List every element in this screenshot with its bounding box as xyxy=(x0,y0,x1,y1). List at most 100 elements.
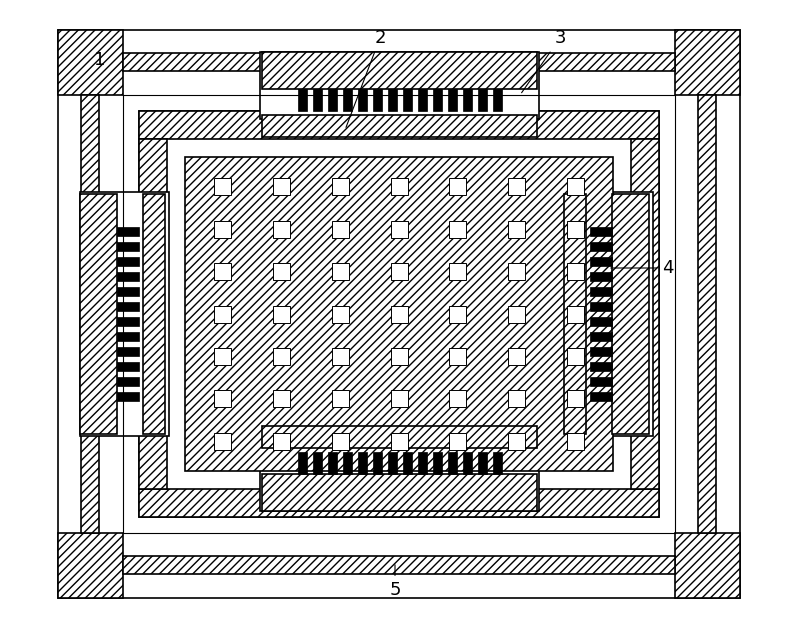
Bar xyxy=(508,221,525,238)
Bar xyxy=(450,305,466,322)
Text: 4: 4 xyxy=(610,259,674,277)
Bar xyxy=(493,452,502,474)
Bar xyxy=(273,178,290,195)
Bar xyxy=(327,89,337,111)
Bar xyxy=(698,95,716,533)
Bar xyxy=(123,556,675,574)
Bar xyxy=(508,391,525,408)
Bar xyxy=(214,263,231,280)
Bar xyxy=(313,89,322,111)
Bar xyxy=(590,287,612,296)
Bar xyxy=(478,89,486,111)
Bar xyxy=(373,89,382,111)
Bar xyxy=(478,452,486,474)
Bar xyxy=(390,348,407,365)
Bar xyxy=(390,221,407,238)
Bar xyxy=(508,263,525,280)
Bar xyxy=(139,111,659,517)
Bar xyxy=(143,194,165,434)
Bar xyxy=(117,302,139,311)
Bar xyxy=(260,422,539,511)
Bar xyxy=(590,332,612,341)
Bar xyxy=(80,192,169,436)
Bar xyxy=(450,348,466,365)
Bar xyxy=(139,111,659,139)
Bar xyxy=(631,139,659,489)
Bar xyxy=(332,348,349,365)
Bar xyxy=(358,452,366,474)
Bar xyxy=(566,348,584,365)
Bar xyxy=(390,433,407,450)
Bar xyxy=(508,433,525,450)
Bar xyxy=(418,452,426,474)
Bar xyxy=(298,452,306,474)
Bar xyxy=(58,30,740,598)
Bar xyxy=(566,263,584,280)
Bar xyxy=(117,332,139,341)
Bar xyxy=(390,263,407,280)
Bar xyxy=(450,221,466,238)
Bar xyxy=(139,489,659,517)
Text: 5: 5 xyxy=(390,565,401,599)
Bar xyxy=(273,348,290,365)
Bar xyxy=(273,391,290,408)
Bar xyxy=(117,362,139,371)
Bar xyxy=(117,377,139,386)
Bar xyxy=(508,178,525,195)
Bar xyxy=(262,474,537,511)
Bar xyxy=(117,257,139,266)
Text: 1: 1 xyxy=(94,51,106,69)
Bar xyxy=(117,227,139,236)
Bar xyxy=(447,89,457,111)
Bar xyxy=(387,452,397,474)
Bar xyxy=(675,30,740,95)
Bar xyxy=(342,89,351,111)
Bar xyxy=(214,305,231,322)
Bar xyxy=(262,426,537,448)
Bar xyxy=(332,305,349,322)
Bar xyxy=(58,533,123,598)
Bar xyxy=(80,194,117,434)
Bar xyxy=(566,433,584,450)
Bar xyxy=(566,305,584,322)
Bar xyxy=(590,377,612,386)
Bar xyxy=(332,263,349,280)
Bar xyxy=(450,178,466,195)
Bar xyxy=(214,348,231,365)
Bar xyxy=(214,433,231,450)
Bar xyxy=(390,391,407,408)
Bar xyxy=(590,227,612,236)
Bar xyxy=(564,194,586,434)
Bar xyxy=(342,452,351,474)
Bar xyxy=(433,452,442,474)
Bar xyxy=(298,89,306,111)
Bar xyxy=(332,433,349,450)
Bar xyxy=(493,89,502,111)
Bar xyxy=(590,302,612,311)
Bar xyxy=(262,115,537,137)
Bar xyxy=(185,157,613,471)
Bar xyxy=(508,348,525,365)
Bar xyxy=(123,53,675,71)
Bar xyxy=(390,178,407,195)
Bar xyxy=(590,242,612,251)
Bar xyxy=(332,391,349,408)
Bar xyxy=(273,263,290,280)
Bar xyxy=(273,433,290,450)
Bar xyxy=(260,52,539,119)
Bar xyxy=(590,362,612,371)
Bar xyxy=(566,391,584,408)
Bar xyxy=(327,452,337,474)
Bar xyxy=(358,89,366,111)
Bar xyxy=(590,257,612,266)
Bar xyxy=(590,272,612,281)
Bar xyxy=(117,347,139,356)
Bar xyxy=(262,52,537,89)
Bar xyxy=(462,89,471,111)
Bar xyxy=(313,452,322,474)
Bar xyxy=(433,89,442,111)
Bar xyxy=(117,242,139,251)
Bar xyxy=(214,178,231,195)
Bar xyxy=(387,89,397,111)
Bar xyxy=(450,263,466,280)
